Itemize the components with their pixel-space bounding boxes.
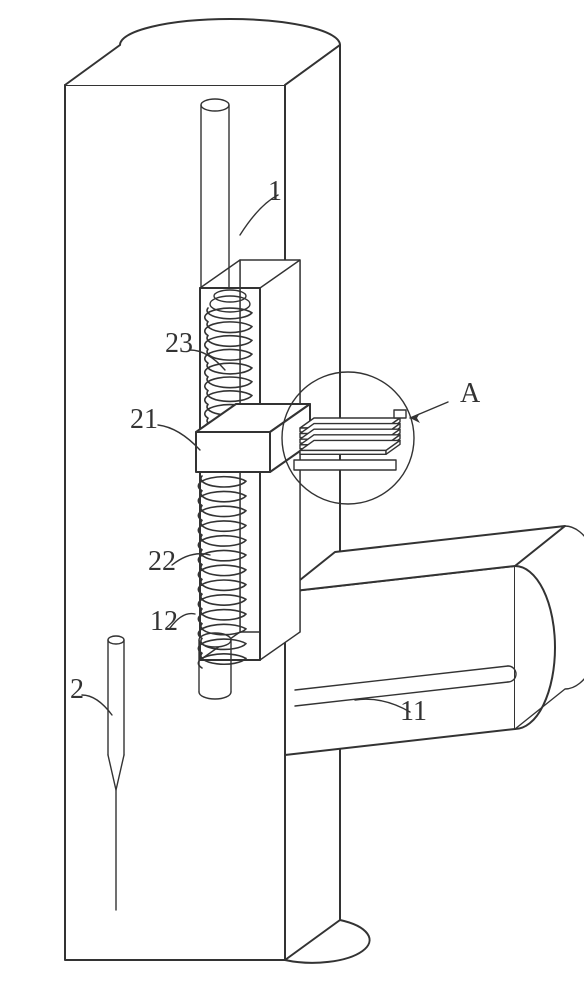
- label-upper_spring: 23: [165, 328, 193, 359]
- drawing-layer: [65, 19, 584, 963]
- diagram-svg: 123212212211A: [0, 0, 584, 1000]
- label-block: 21: [130, 404, 158, 435]
- label-shuttle: 2: [70, 674, 84, 705]
- label-lower_spring: 22: [148, 546, 176, 577]
- label-detail_callout: A: [460, 378, 481, 409]
- label-body: 1: [268, 176, 282, 207]
- label-bottom_channel: 12: [150, 606, 178, 637]
- label-side_channel: 11: [400, 696, 427, 727]
